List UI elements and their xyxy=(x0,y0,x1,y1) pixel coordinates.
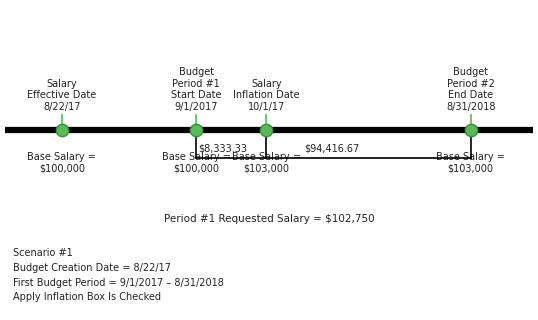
Text: Budget
Period #1
Start Date
9/1/2017: Budget Period #1 Start Date 9/1/2017 xyxy=(171,67,222,112)
Point xyxy=(58,127,66,132)
Point xyxy=(192,127,201,132)
Text: Period #1 Requested Salary = $102,750: Period #1 Requested Salary = $102,750 xyxy=(164,214,374,224)
Point xyxy=(466,127,475,132)
Text: Base Salary =
$103,000: Base Salary = $103,000 xyxy=(232,152,301,173)
Text: $94,416.67: $94,416.67 xyxy=(304,144,359,154)
Text: Budget
Period #2
End Date
8/31/2018: Budget Period #2 End Date 8/31/2018 xyxy=(446,67,495,112)
Text: Base Salary =
$103,000: Base Salary = $103,000 xyxy=(436,152,505,173)
Text: Salary
Effective Date
8/22/17: Salary Effective Date 8/22/17 xyxy=(27,79,96,112)
Text: Base Salary =
$100,000: Base Salary = $100,000 xyxy=(27,152,96,173)
Text: $8,333.33: $8,333.33 xyxy=(198,144,247,154)
Point xyxy=(262,127,271,132)
Text: Base Salary =
$100,000: Base Salary = $100,000 xyxy=(162,152,231,173)
Text: Scenario #1
Budget Creation Date = 8/22/17
First Budget Period = 9/1/2017 – 8/31: Scenario #1 Budget Creation Date = 8/22/… xyxy=(13,248,224,302)
Text: Salary
Inflation Date
10/1/17: Salary Inflation Date 10/1/17 xyxy=(233,79,300,112)
